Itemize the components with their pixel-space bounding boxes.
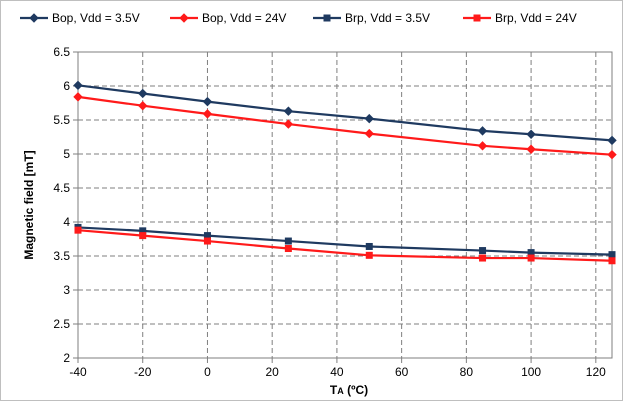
data-point <box>364 128 374 139</box>
plot-area <box>78 52 612 358</box>
y-axis-title: Magnetic field [mT] <box>22 150 36 259</box>
data-point <box>479 254 487 262</box>
y-axis: 2 2.5 3 3.5 4 4.5 5 5.5 6 6.5 <box>53 45 78 365</box>
series-line <box>77 84 613 142</box>
legend-label: Bop, Vdd = 24V <box>202 11 286 25</box>
data-point <box>73 92 83 102</box>
data-point <box>202 109 213 119</box>
legend-label: Brp, Vdd = 3.5V <box>345 11 430 25</box>
data-point <box>607 135 617 146</box>
legend-swatch-marker <box>179 13 189 23</box>
data-point <box>74 226 82 234</box>
series-line <box>77 226 613 256</box>
legend: Bop, Vdd = 3.5V Bop, Vdd = 24V Brp, Vdd = … <box>20 11 577 25</box>
data-point <box>284 237 292 245</box>
data-point <box>526 129 536 139</box>
legend-item: Bop, Vdd = 24V <box>170 11 286 25</box>
x-tick-label: 60 <box>395 365 409 379</box>
x-tick-label: -20 <box>134 365 152 379</box>
x-tick-label: -40 <box>69 365 87 379</box>
data-point <box>283 106 294 116</box>
legend-item: Bop, Vdd = 3.5V <box>20 11 140 25</box>
data-point <box>138 101 148 111</box>
legend-swatch-marker <box>473 14 481 22</box>
y-tick-label: 6 <box>63 79 70 93</box>
data-point <box>477 141 488 151</box>
x-axis: -40 -20 0 20 40 60 80 100 120 <box>69 358 606 379</box>
y-tick-label: 6.5 <box>53 45 70 59</box>
data-point <box>608 251 616 259</box>
data-point <box>607 149 617 160</box>
y-tick-label: 3 <box>63 283 70 297</box>
data-point <box>73 80 83 91</box>
legend-item: Brp, Vdd = 24V <box>463 11 577 25</box>
y-tick-label: 2 <box>63 351 70 365</box>
data-point <box>526 144 536 154</box>
legend-swatch-marker <box>323 14 331 22</box>
y-tick-label: 5 <box>63 147 70 161</box>
series-4 <box>74 226 616 265</box>
plot-border <box>77 51 613 359</box>
y-tick-label: 3.5 <box>53 249 70 263</box>
series-2 <box>73 92 617 160</box>
series-line <box>77 95 613 156</box>
legend-label: Brp, Vdd = 24V <box>495 11 577 25</box>
x-axis-title-subscript: A <box>337 386 344 396</box>
data-point <box>527 254 535 262</box>
data-point <box>365 242 373 250</box>
legend-swatch-marker <box>29 13 39 23</box>
x-tick-label: 20 <box>266 365 280 379</box>
x-tick-label: 80 <box>460 365 474 379</box>
data-point <box>203 237 211 245</box>
x-axis-title-unit: (ºC) <box>344 383 368 397</box>
x-tick-label: 40 <box>330 365 344 379</box>
data-point <box>283 119 294 129</box>
x-tick-label: 100 <box>521 365 541 379</box>
data-point <box>139 232 147 240</box>
x-axis-title: TA (ºC) <box>330 383 368 397</box>
data-point <box>479 247 487 255</box>
data-point <box>608 257 616 265</box>
data-point <box>202 96 213 107</box>
data-point <box>138 88 148 99</box>
y-tick-label: 2.5 <box>53 317 70 331</box>
legend-label: Bop, Vdd = 3.5V <box>52 11 140 25</box>
data-point <box>364 113 374 124</box>
series-1 <box>73 80 617 146</box>
x-tick-label: 120 <box>586 365 606 379</box>
legend-item: Brp, Vdd = 3.5V <box>313 11 430 25</box>
data-point <box>284 245 292 253</box>
data-point <box>365 251 373 259</box>
y-tick-label: 4 <box>63 215 70 229</box>
y-tick-label: 4.5 <box>53 181 70 195</box>
x-tick-label: 0 <box>204 365 211 379</box>
data-point <box>477 126 488 136</box>
y-tick-label: 5.5 <box>53 113 70 127</box>
x-axis-title-main: T <box>330 383 338 397</box>
series-line <box>77 229 613 262</box>
